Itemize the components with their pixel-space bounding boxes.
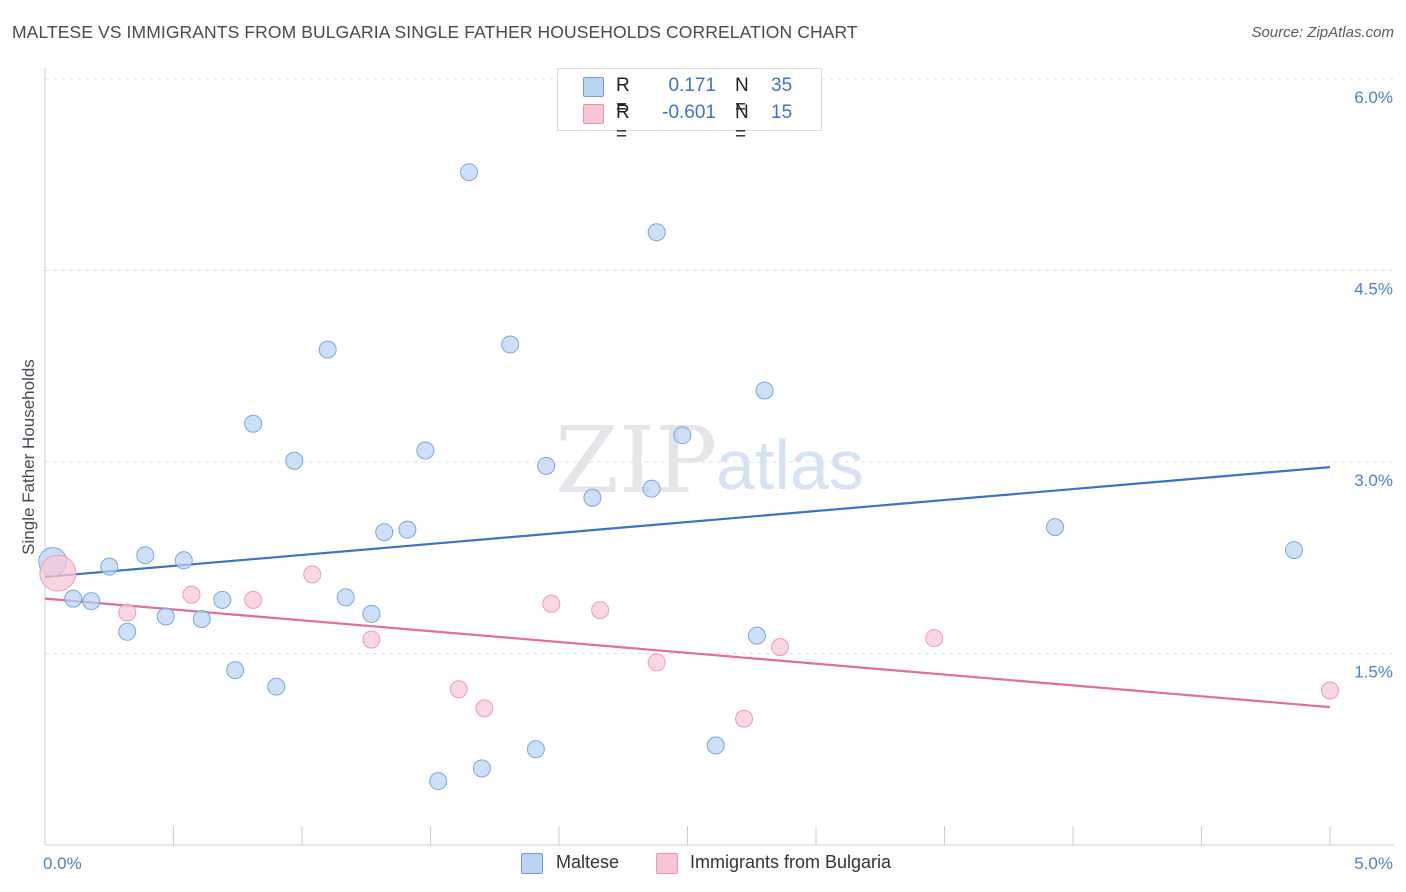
- legend-r-value: -0.601: [662, 102, 716, 123]
- source-credit: Source: ZipAtlas.com: [1251, 24, 1394, 41]
- bulgaria-point: [735, 709, 754, 728]
- maltese-point: [416, 441, 435, 460]
- maltese-point: [267, 677, 286, 696]
- maltese-point: [64, 589, 83, 608]
- y-tick-label: 4.5%: [1354, 280, 1393, 299]
- bulgaria-point: [362, 630, 381, 649]
- legend-n-label: N =: [735, 102, 749, 145]
- bulgaria-trend-line: [44, 597, 1331, 709]
- maltese-point: [174, 551, 193, 570]
- bulgaria-point: [303, 565, 322, 584]
- maltese-point: [647, 223, 666, 242]
- series-swatch-bulgaria: [656, 853, 678, 874]
- maltese-point: [336, 588, 355, 607]
- maltese-point: [213, 590, 232, 609]
- maltese-point: [192, 610, 211, 629]
- maltese-point: [747, 626, 766, 645]
- legend-swatch-blue: [583, 77, 604, 97]
- bulgaria-point: [449, 680, 468, 699]
- bulgaria-point: [591, 601, 610, 620]
- chart-title: MALTESE VS IMMIGRANTS FROM BULGARIA SING…: [12, 22, 858, 42]
- maltese-point: [398, 520, 417, 539]
- maltese-point: [244, 414, 263, 433]
- legend-n-value: 15: [771, 102, 793, 123]
- bulgaria-point: [542, 594, 561, 613]
- bulgaria-point: [925, 629, 944, 648]
- watermark-atlas: atlas: [716, 426, 864, 504]
- bulgaria-point: [771, 638, 790, 657]
- bulgaria-point: [118, 603, 137, 622]
- maltese-point: [136, 546, 155, 565]
- maltese-point: [472, 759, 491, 778]
- series-swatch-maltese: [521, 853, 543, 874]
- bulgaria-point: [244, 590, 263, 609]
- maltese-point: [118, 622, 137, 641]
- maltese-point: [82, 592, 101, 611]
- maltese-point: [583, 488, 602, 507]
- maltese-point: [156, 607, 175, 626]
- maltese-trend-line: [44, 466, 1331, 578]
- maltese-point: [226, 661, 245, 680]
- bulgaria-point: [182, 585, 201, 604]
- y-tick-label: 6.0%: [1354, 88, 1393, 107]
- maltese-point: [100, 557, 119, 576]
- maltese-point: [501, 335, 520, 354]
- legend-r-label: R =: [616, 102, 630, 145]
- stats-legend: R = 0.171 N = 35 R = -0.601 N = 15: [557, 68, 822, 145]
- bulgaria-point: [475, 699, 494, 718]
- legend-r-value: 0.171: [668, 75, 716, 96]
- x-tick-label: 0.0%: [43, 854, 82, 873]
- legend-n-label: N =: [735, 75, 749, 118]
- watermark: ZIP atlas: [555, 407, 864, 514]
- legend-r-label: R =: [616, 75, 630, 118]
- maltese-point: [318, 340, 337, 359]
- maltese-point: [673, 426, 692, 445]
- maltese-point: [1285, 541, 1304, 560]
- grid-layer: [45, 78, 1394, 654]
- series-label-bulgaria: Immigrants from Bulgaria: [690, 852, 892, 872]
- maltese-point: [706, 736, 725, 755]
- bulgaria-point: [39, 554, 77, 592]
- maltese-point: [755, 381, 774, 400]
- trend-lines: [44, 466, 1331, 709]
- maltese-point: [285, 451, 304, 470]
- legend-swatch-pink: [583, 104, 604, 124]
- y-tick-label: 3.0%: [1354, 471, 1393, 490]
- maltese-point: [642, 479, 661, 498]
- data-points: [38, 163, 1339, 791]
- legend-n-value: 35: [771, 75, 793, 96]
- maltese-point: [460, 163, 479, 182]
- y-tick-label: 1.5%: [1354, 663, 1393, 682]
- bulgaria-point: [1321, 681, 1339, 700]
- maltese-point: [537, 456, 556, 475]
- series-label-maltese: Maltese: [556, 852, 620, 872]
- bulgaria-point: [647, 653, 666, 672]
- maltese-point: [375, 523, 394, 542]
- maltese-point: [362, 604, 381, 623]
- x-tick-label: 5.0%: [1354, 854, 1393, 873]
- x-tick-marks: [173, 826, 1331, 845]
- maltese-point: [526, 740, 545, 759]
- tick-labels: 1.5% 3.0% 4.5% 6.0% 0.0% 5.0%: [43, 88, 1393, 873]
- maltese-point: [1046, 518, 1065, 537]
- y-axis-label: Single Father Households: [19, 359, 38, 555]
- maltese-point: [429, 772, 448, 791]
- watermark-zip: ZIP: [555, 407, 717, 514]
